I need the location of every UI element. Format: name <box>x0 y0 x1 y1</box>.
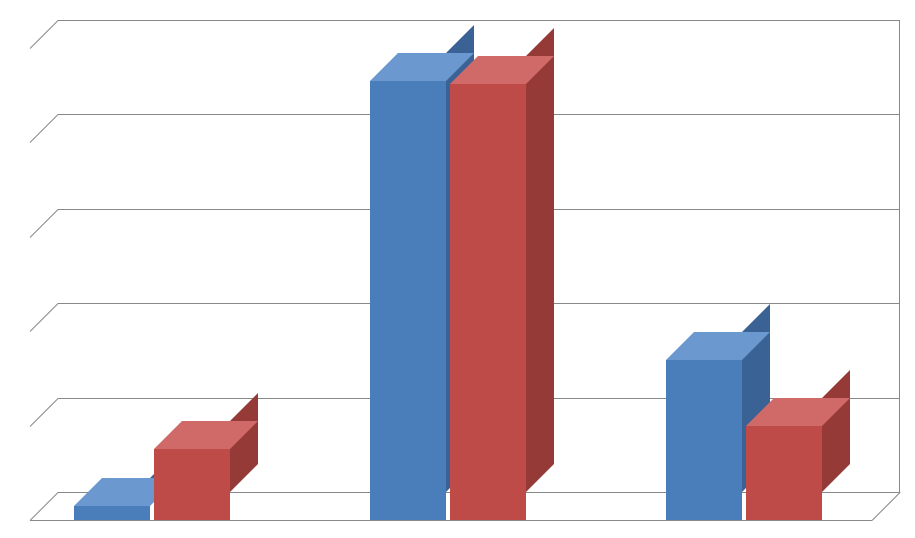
bar <box>74 506 150 520</box>
bar-front <box>666 360 742 520</box>
bar-front <box>450 84 526 520</box>
gridline-depth <box>30 20 59 49</box>
gridline-depth <box>30 398 59 427</box>
bar <box>370 81 446 520</box>
bar <box>666 360 742 520</box>
bar-front <box>154 449 230 520</box>
gridline-depth <box>30 115 59 144</box>
gridline-depth <box>30 209 59 238</box>
gridline-depth <box>30 303 59 332</box>
gridline-right <box>899 20 900 492</box>
baseline <box>30 520 872 521</box>
bar-front <box>370 81 446 520</box>
plot-area <box>30 48 872 520</box>
bar-chart <box>10 10 905 528</box>
bar-front <box>74 506 150 520</box>
bar-side <box>526 28 554 492</box>
bar <box>746 426 822 520</box>
bar <box>154 449 230 520</box>
bar <box>450 84 526 520</box>
bar-front <box>746 426 822 520</box>
gridline <box>58 20 900 21</box>
